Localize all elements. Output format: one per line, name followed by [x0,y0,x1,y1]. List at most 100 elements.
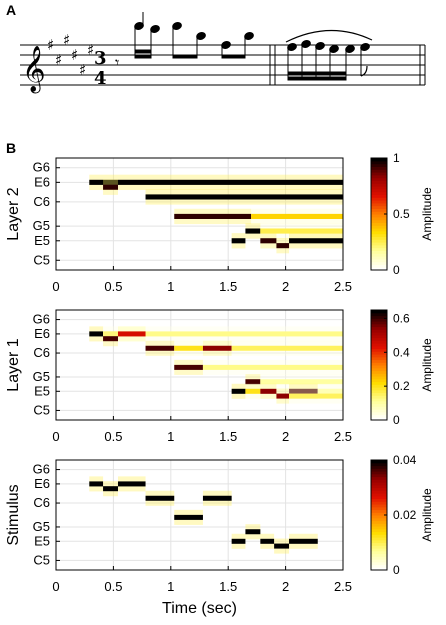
x-tick-label: 1.5 [219,429,237,444]
axes-box [55,157,344,271]
heatmap-segment [260,538,275,544]
colorbar-cell [371,409,387,413]
y-axis-label: Layer 2 [5,187,22,240]
heatmap-segment [231,238,246,244]
x-tick-label: 1.5 [219,579,237,594]
svg-text:♯: ♯ [87,41,94,59]
heatmap-segment [251,213,343,219]
colorbar-cell [371,200,387,204]
colorbar-cell [371,197,387,201]
colorbar-cell [371,381,387,385]
colorbar-tick-label: 0.4 [393,345,410,359]
colorbar-cell [371,471,387,475]
heatmap-segment [145,194,343,200]
heatmap-segment [245,388,261,394]
colorbar-cell [371,534,387,538]
colorbar-cell [371,556,387,560]
heatmap-segment [260,228,343,234]
x-tick-label: 2.5 [334,429,352,444]
colorbar-cell [371,389,387,394]
y-axis-label: Layer 1 [5,338,22,391]
colorbar-cell [371,417,387,421]
x-tick-label: 0 [52,579,59,594]
colorbar-cell [371,367,387,372]
heatmap-segment [245,228,261,234]
colorbar-cell [371,384,387,388]
y-tick-label: G5 [33,519,50,534]
colorbar-cell [371,169,387,173]
heatmap-segment [289,388,318,394]
colorbar-tick-label: 1 [393,151,400,165]
heatmap-segment [274,543,290,549]
heatmap-segment [145,495,175,501]
y-tick-label: G5 [33,369,50,384]
colorbar-cell [371,548,387,552]
svg-text:♯: ♯ [71,46,78,64]
heatmap-segment [245,379,261,385]
colorbar-cell [371,351,387,355]
colorbar-label: Amplitude [420,488,434,542]
colorbar-cell [371,484,387,489]
colorbar-tick-label: 0.2 [393,379,410,393]
y-tick-label: E5 [34,233,50,248]
colorbar-cell [371,487,387,491]
y-tick-label: C6 [33,495,50,510]
heatmap-segment [89,179,344,185]
svg-text:♯: ♯ [55,51,62,69]
colorbar-cell [371,545,387,549]
colorbar-tick-label: 0.02 [393,508,417,522]
colorbar-cell [371,253,387,257]
colorbar-cell [371,225,387,229]
colorbar-cell [371,406,387,410]
colorbar-cell [371,537,387,541]
key-signature: ♯ ♯ ♯ ♯ ♯ ♯ [47,31,94,79]
colorbar-cell [371,473,387,478]
colorbar-cell [371,354,387,358]
y-tick-label: G6 [33,312,50,327]
heatmap-segment [103,486,118,492]
colorbar-cell [371,501,387,505]
y-tick-label: E6 [34,326,50,341]
colorbar-cell [371,387,387,391]
colorbar-cell [371,414,387,418]
colorbar-cell [371,403,387,407]
axes-box [55,459,344,571]
colorbar-cell [371,211,387,215]
colorbar-cell [371,177,387,181]
colorbar-cell [371,337,387,341]
colorbar-tick-label: 0 [393,413,400,427]
colorbar-frame [370,309,388,421]
heatmap-segment [260,238,277,244]
colorbar-cell [371,264,387,268]
colorbar-cell [371,258,387,263]
svg-text:♯: ♯ [79,61,86,79]
y-tick-label: E6 [34,476,50,491]
heatmap-segment [289,393,343,399]
colorbar-cell [371,550,387,555]
heatmap-segment [145,345,175,351]
x-tick-label: 1 [167,429,174,444]
colorbar-cell [371,476,387,480]
colorbar-tick-label: 0.04 [393,453,417,467]
colorbar-cell [371,542,387,546]
colorbar-cell [371,373,387,377]
heatmap-segment [174,364,203,370]
colorbar-cell [371,378,387,383]
y-tick-label: C6 [33,345,50,360]
treble-clef-icon: 𝄞 [22,46,46,94]
heatmap-segment [117,331,146,337]
colorbar-cell [371,160,387,165]
colorbar-cell [371,564,387,568]
colorbar-cell [371,222,387,226]
colorbar-cell [371,310,387,314]
y-tick-label: G6 [33,160,50,175]
y-tick-label: C6 [33,194,50,209]
colorbar-cell [371,528,387,533]
colorbar-cell [371,312,387,317]
heatmap-segment [276,243,290,249]
colorbar-cell [371,462,387,467]
colorbar-cell [371,214,387,218]
colorbar-cell [371,520,387,524]
